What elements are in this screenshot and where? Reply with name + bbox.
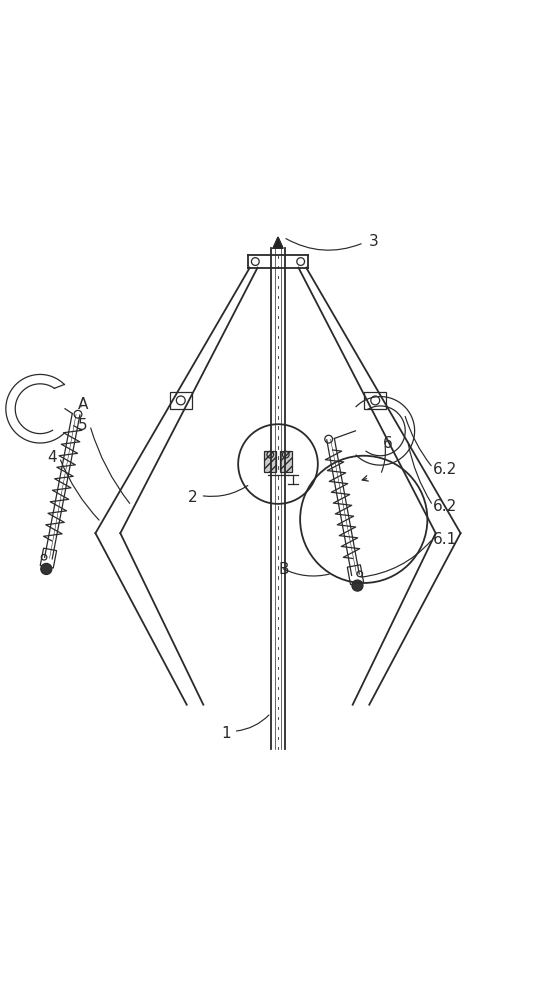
Text: 3: 3 <box>369 234 379 249</box>
Text: 6.2: 6.2 <box>433 499 457 514</box>
Circle shape <box>41 563 52 574</box>
Text: 2: 2 <box>188 490 198 505</box>
Text: 5: 5 <box>77 418 87 433</box>
Text: 6.2: 6.2 <box>433 462 457 477</box>
Text: B: B <box>278 562 289 577</box>
Text: 4: 4 <box>47 450 57 465</box>
Text: A: A <box>78 397 88 412</box>
Bar <box>264 451 276 472</box>
Bar <box>170 392 192 409</box>
Bar <box>348 565 364 585</box>
Text: 6.1: 6.1 <box>433 532 457 547</box>
Bar <box>364 392 386 409</box>
Polygon shape <box>273 237 283 248</box>
Bar <box>280 451 292 472</box>
Text: 6: 6 <box>383 436 393 451</box>
Text: 1: 1 <box>221 726 231 741</box>
Bar <box>40 548 57 568</box>
Circle shape <box>352 580 363 591</box>
